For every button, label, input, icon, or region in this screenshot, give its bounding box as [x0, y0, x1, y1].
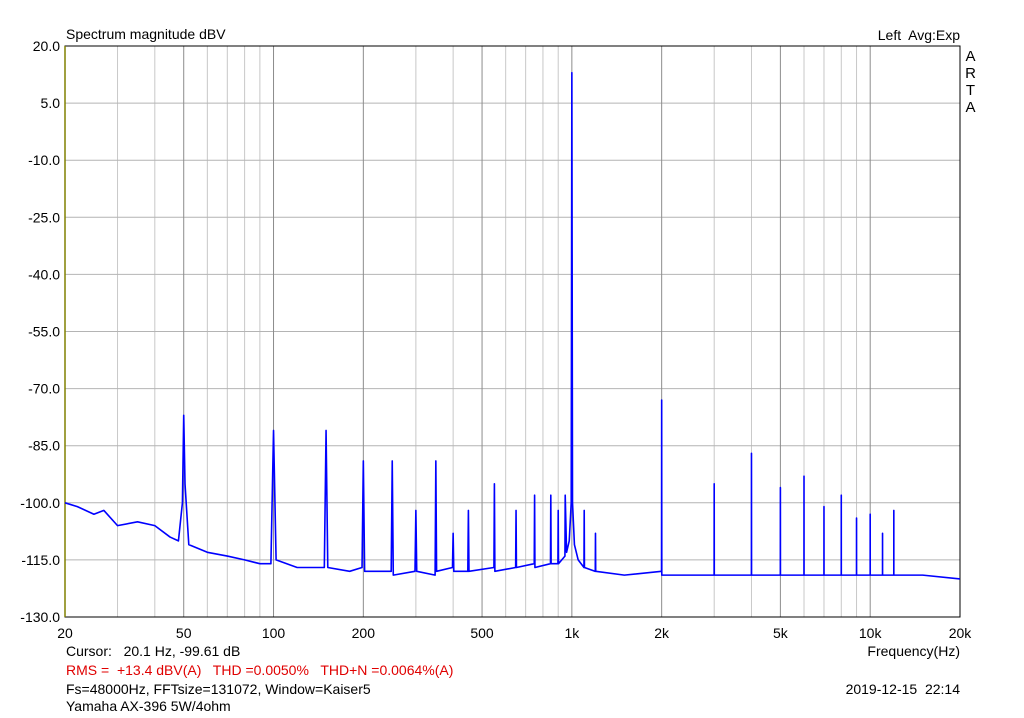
- x-tick-label: 20k: [949, 625, 973, 641]
- measurement: RMS = +13.4 dBV(A) THD =0.0050% THD+N =0…: [66, 662, 454, 678]
- x-tick-label: 5k: [773, 625, 789, 641]
- x-tick-label: 1k: [564, 625, 580, 641]
- cursor-info: Cursor: 20.1 Hz, -99.61 dB: [66, 643, 241, 659]
- spectrum-line: [64, 71, 961, 580]
- y-tick-label: 20.0: [33, 38, 60, 54]
- y-tick-label: -85.0: [28, 438, 60, 454]
- x-tick-label: 20: [57, 625, 73, 641]
- y-tick-label: -40.0: [28, 266, 60, 282]
- x-axis-label: Frequency(Hz): [867, 643, 960, 659]
- x-tick-label: 50: [176, 625, 192, 641]
- y-tick-label: -100.0: [20, 495, 60, 511]
- y-tick-label: -25.0: [28, 209, 60, 225]
- y-tick-label: -70.0: [28, 381, 60, 397]
- x-tick-label: 200: [352, 625, 376, 641]
- timestamp: 2019-12-15 22:14: [845, 681, 960, 697]
- x-tick-label: 100: [262, 625, 286, 641]
- x-tick-label: 2k: [654, 625, 670, 641]
- status: Left Avg:Exp: [877, 27, 960, 43]
- device: Yamaha AX-396 5W/4ohm: [66, 698, 231, 714]
- x-tick-label: 10k: [859, 625, 883, 641]
- settings: Fs=48000Hz, FFTsize=131072, Window=Kaise…: [66, 681, 371, 697]
- y-tick-label: -10.0: [28, 152, 60, 168]
- y-tick-label: 5.0: [41, 95, 61, 111]
- y-tick-label: -115.0: [21, 552, 60, 568]
- y-tick-label: -130.0: [20, 609, 60, 625]
- logo: ARTA: [962, 48, 979, 116]
- y-tick-label: -55.0: [28, 324, 60, 340]
- chart-title: Spectrum magnitude dBV: [66, 26, 226, 42]
- x-tick-label: 500: [470, 625, 494, 641]
